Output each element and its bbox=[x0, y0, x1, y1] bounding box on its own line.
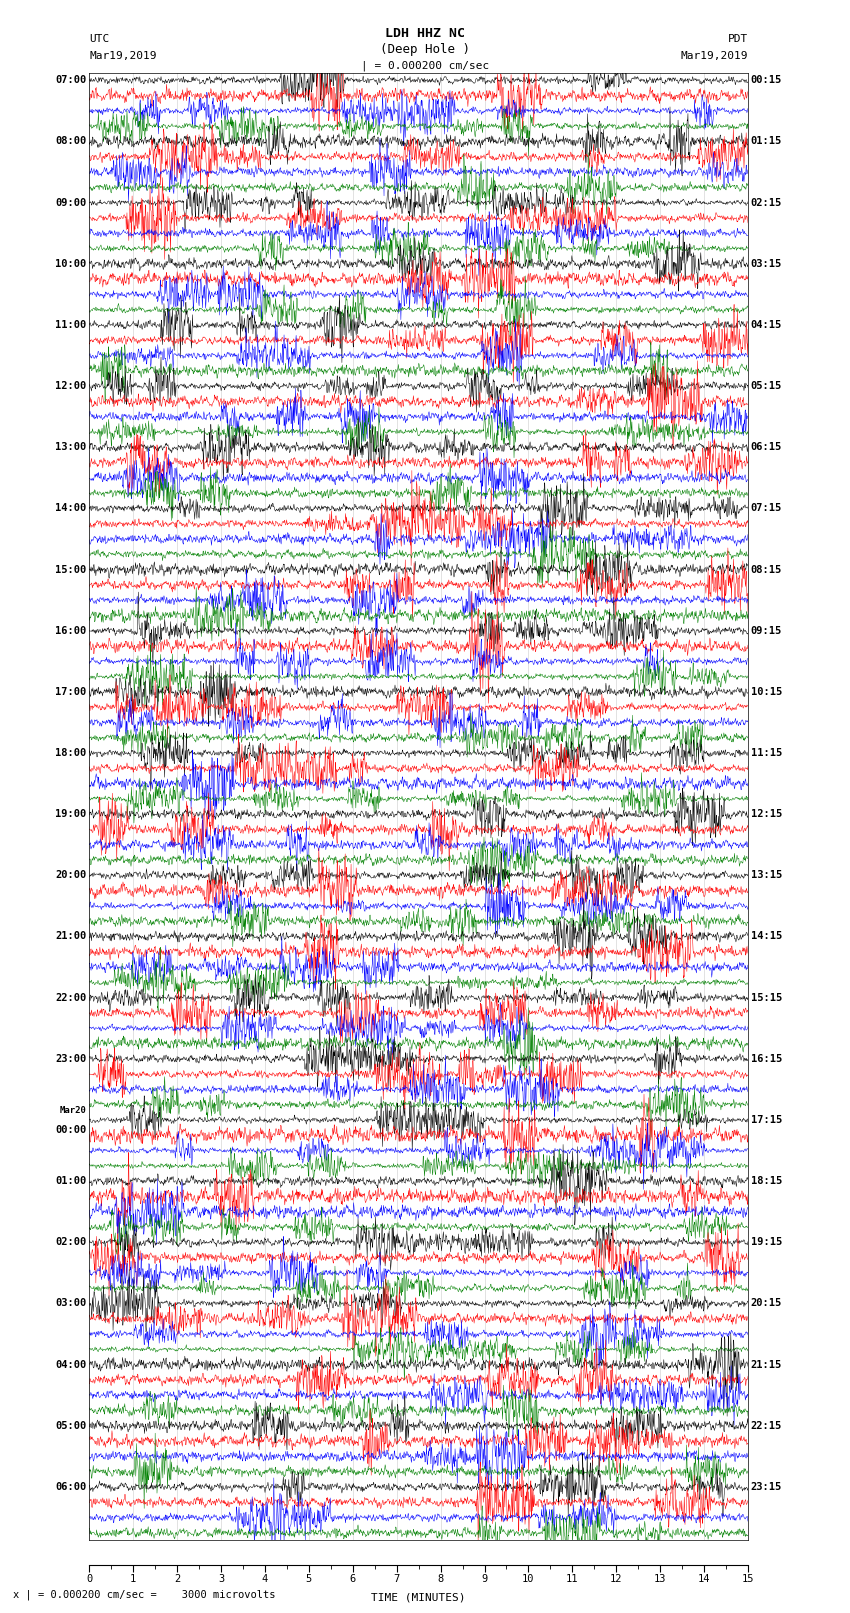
Text: LDH HHZ NC: LDH HHZ NC bbox=[385, 27, 465, 40]
Text: 15:15: 15:15 bbox=[751, 992, 782, 1003]
Text: 02:15: 02:15 bbox=[751, 197, 782, 208]
Text: 02:00: 02:00 bbox=[55, 1237, 87, 1247]
Text: 11:15: 11:15 bbox=[751, 748, 782, 758]
Text: 04:00: 04:00 bbox=[55, 1360, 87, 1369]
Text: 04:15: 04:15 bbox=[751, 319, 782, 331]
Text: 10:15: 10:15 bbox=[751, 687, 782, 697]
Text: 05:00: 05:00 bbox=[55, 1421, 87, 1431]
Text: 19:00: 19:00 bbox=[55, 810, 87, 819]
Text: 01:00: 01:00 bbox=[55, 1176, 87, 1186]
Text: 13:00: 13:00 bbox=[55, 442, 87, 452]
Text: 18:15: 18:15 bbox=[751, 1176, 782, 1186]
Text: | = 0.000200 cm/sec: | = 0.000200 cm/sec bbox=[361, 60, 489, 71]
Text: 14:00: 14:00 bbox=[55, 503, 87, 513]
Text: 09:15: 09:15 bbox=[751, 626, 782, 636]
Text: 17:15: 17:15 bbox=[751, 1115, 782, 1124]
Text: 17:00: 17:00 bbox=[55, 687, 87, 697]
Text: 20:15: 20:15 bbox=[751, 1298, 782, 1308]
Text: 03:15: 03:15 bbox=[751, 258, 782, 269]
Text: 22:00: 22:00 bbox=[55, 992, 87, 1003]
Text: 19:15: 19:15 bbox=[751, 1237, 782, 1247]
Text: 12:15: 12:15 bbox=[751, 810, 782, 819]
Text: 00:15: 00:15 bbox=[751, 76, 782, 85]
Text: 06:15: 06:15 bbox=[751, 442, 782, 452]
Text: UTC: UTC bbox=[89, 34, 110, 44]
Text: 16:15: 16:15 bbox=[751, 1053, 782, 1065]
Text: 05:15: 05:15 bbox=[751, 381, 782, 390]
Text: 14:15: 14:15 bbox=[751, 931, 782, 942]
Text: 06:00: 06:00 bbox=[55, 1482, 87, 1492]
Text: 16:00: 16:00 bbox=[55, 626, 87, 636]
Text: 08:00: 08:00 bbox=[55, 137, 87, 147]
Text: 07:00: 07:00 bbox=[55, 76, 87, 85]
Text: (Deep Hole ): (Deep Hole ) bbox=[380, 44, 470, 56]
Text: 21:15: 21:15 bbox=[751, 1360, 782, 1369]
Text: 13:15: 13:15 bbox=[751, 871, 782, 881]
Text: 08:15: 08:15 bbox=[751, 565, 782, 574]
Text: 03:00: 03:00 bbox=[55, 1298, 87, 1308]
Text: x | = 0.000200 cm/sec =    3000 microvolts: x | = 0.000200 cm/sec = 3000 microvolts bbox=[13, 1589, 275, 1600]
Text: Mar20: Mar20 bbox=[60, 1107, 87, 1115]
Text: 10:00: 10:00 bbox=[55, 258, 87, 269]
Text: Mar19,2019: Mar19,2019 bbox=[681, 52, 748, 61]
Text: Mar19,2019: Mar19,2019 bbox=[89, 52, 156, 61]
Text: 11:00: 11:00 bbox=[55, 319, 87, 331]
Text: 18:00: 18:00 bbox=[55, 748, 87, 758]
Text: 20:00: 20:00 bbox=[55, 871, 87, 881]
X-axis label: TIME (MINUTES): TIME (MINUTES) bbox=[371, 1592, 466, 1603]
Text: 01:15: 01:15 bbox=[751, 137, 782, 147]
Text: 15:00: 15:00 bbox=[55, 565, 87, 574]
Text: 00:00: 00:00 bbox=[55, 1124, 87, 1136]
Text: 21:00: 21:00 bbox=[55, 931, 87, 942]
Text: 12:00: 12:00 bbox=[55, 381, 87, 390]
Text: 23:15: 23:15 bbox=[751, 1482, 782, 1492]
Text: 22:15: 22:15 bbox=[751, 1421, 782, 1431]
Text: 23:00: 23:00 bbox=[55, 1053, 87, 1065]
Text: 09:00: 09:00 bbox=[55, 197, 87, 208]
Text: 07:15: 07:15 bbox=[751, 503, 782, 513]
Text: PDT: PDT bbox=[728, 34, 748, 44]
